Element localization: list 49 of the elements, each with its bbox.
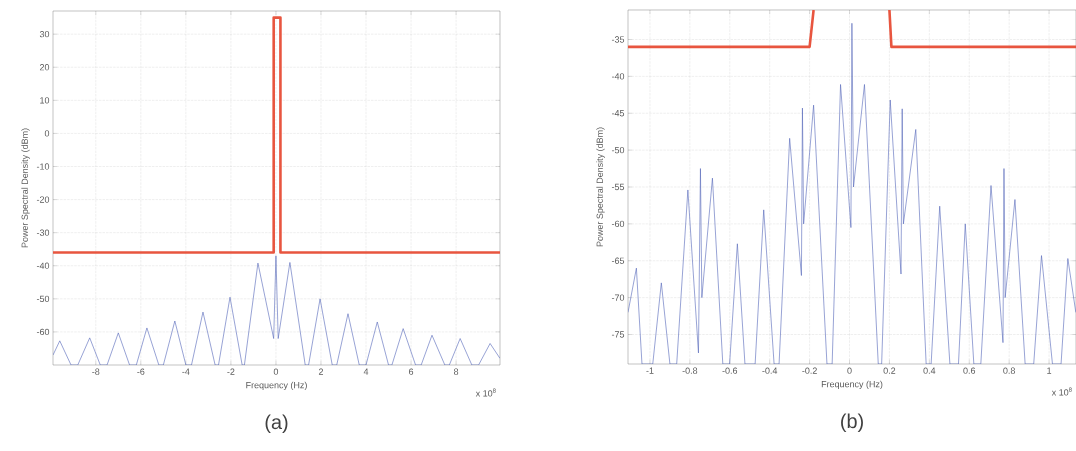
y-tick-label: -35 xyxy=(611,36,625,43)
x-tick-label: 0.8 xyxy=(1003,367,1015,374)
x-tick-label: 0.2 xyxy=(883,367,896,374)
y-tick-label: -10 xyxy=(36,163,50,170)
x-tick-label: -0.6 xyxy=(722,367,738,374)
x-axis-title: Frequency (Hz) xyxy=(246,381,307,391)
line-series xyxy=(628,22,1076,364)
y-tick-label: -20 xyxy=(36,196,50,203)
x-tick-label: 0 xyxy=(273,368,279,375)
y-tick-label: -50 xyxy=(611,146,625,154)
x-tick-label: -4 xyxy=(182,368,190,375)
text: (b) xyxy=(841,413,863,433)
y-tick-label: -60 xyxy=(36,328,50,336)
y-tick-label: 20 xyxy=(39,64,50,71)
x-axis-title: Frequency (Hz) xyxy=(821,380,883,390)
x-tick-label: 2 xyxy=(318,368,324,375)
x-tick-label: 0 xyxy=(847,367,852,374)
y-tick-label: -55 xyxy=(611,183,625,191)
x-tick-label: 8 xyxy=(453,368,459,375)
y-tick-label: -75 xyxy=(611,331,625,338)
y-tick-label: -70 xyxy=(611,294,625,301)
x-tick-label: 6 xyxy=(409,368,414,375)
x-tick-label: 0.4 xyxy=(923,367,936,374)
x-tick-label: 0.6 xyxy=(963,367,976,374)
text: (a) xyxy=(265,414,288,434)
y-axis-title: Power Spectral Density (dBm) xyxy=(596,127,605,247)
x-tick-label: -2 xyxy=(227,368,235,375)
x-tick-label: 4 xyxy=(363,368,369,375)
x-tick-label: -6 xyxy=(137,368,145,375)
text: x 10$^{8}$ xyxy=(1051,387,1072,396)
y-tick-label: -50 xyxy=(36,295,50,303)
y-tick-label: 0 xyxy=(44,130,50,137)
y-tick-label: -40 xyxy=(611,73,625,80)
y-tick-label: -65 xyxy=(611,257,625,264)
line-series xyxy=(53,255,500,365)
x-tick-label: -1 xyxy=(646,367,654,374)
y-tick-label: 10 xyxy=(40,97,50,104)
x-tick-label: -0.2 xyxy=(802,367,817,374)
y-tick-label: -30 xyxy=(36,229,50,236)
y-tick-label: -45 xyxy=(611,110,625,117)
y-tick-label: -40 xyxy=(36,262,50,269)
y-tick-label: 30 xyxy=(39,30,50,38)
y-axis-title: Power Spectral Density (dBm) xyxy=(21,128,30,248)
x-tick-label: -0.8 xyxy=(682,367,698,374)
x-tick-label: -8 xyxy=(92,368,100,375)
text: x 10$^{8}$ xyxy=(475,388,496,397)
y-tick-label: -60 xyxy=(611,220,625,228)
x-tick-label: 1 xyxy=(1047,367,1052,374)
x-tick-label: -0.4 xyxy=(762,367,778,374)
